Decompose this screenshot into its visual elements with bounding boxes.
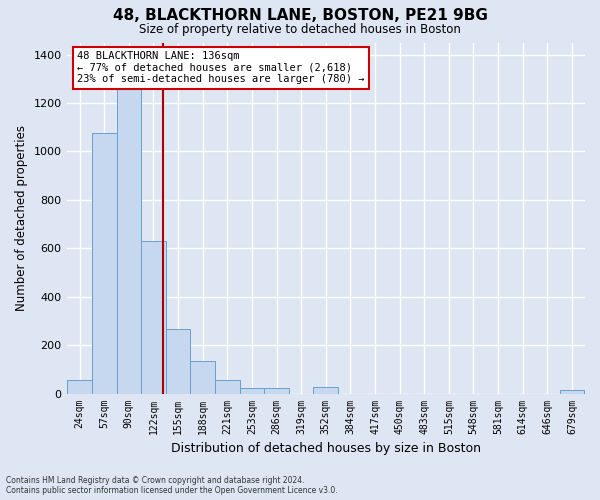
Bar	[166, 330, 190, 394]
Text: 48 BLACKTHORN LANE: 136sqm
← 77% of detached houses are smaller (2,618)
23% of s: 48 BLACKTHORN LANE: 136sqm ← 77% of deta…	[77, 52, 364, 84]
Bar	[560, 390, 584, 394]
Text: 48, BLACKTHORN LANE, BOSTON, PE21 9BG: 48, BLACKTHORN LANE, BOSTON, PE21 9BG	[113, 8, 487, 22]
Y-axis label: Number of detached properties: Number of detached properties	[15, 125, 28, 311]
Bar	[67, 380, 92, 394]
Bar	[264, 388, 289, 394]
Bar	[239, 388, 264, 394]
Bar	[92, 134, 116, 394]
Bar	[313, 387, 338, 394]
Bar	[215, 380, 239, 394]
Bar	[190, 361, 215, 394]
Bar	[141, 241, 166, 394]
Text: Size of property relative to detached houses in Boston: Size of property relative to detached ho…	[139, 22, 461, 36]
X-axis label: Distribution of detached houses by size in Boston: Distribution of detached houses by size …	[171, 442, 481, 455]
Bar	[116, 74, 141, 394]
Text: Contains HM Land Registry data © Crown copyright and database right 2024.
Contai: Contains HM Land Registry data © Crown c…	[6, 476, 338, 495]
